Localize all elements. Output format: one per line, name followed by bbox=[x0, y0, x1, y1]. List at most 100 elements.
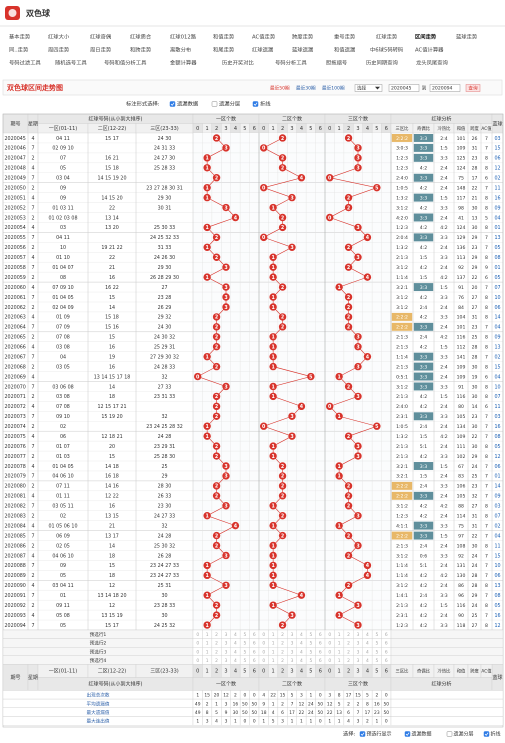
weekday: 4 bbox=[31, 345, 34, 351]
option-text[interactable]: 折线 bbox=[260, 100, 271, 108]
option-text[interactable]: 遗漏数据 bbox=[412, 731, 432, 738]
checkbox[interactable] bbox=[169, 101, 176, 107]
analysis-value: 3:3 bbox=[440, 255, 447, 261]
nav-link[interactable]: 区间走势 bbox=[415, 33, 437, 41]
nav-link[interactable]: AC值走势 bbox=[252, 33, 276, 41]
stats-value: 3 bbox=[225, 719, 228, 725]
nav-link[interactable]: 离散分布 bbox=[170, 46, 191, 54]
nav-link[interactable]: 中6球5码转码 bbox=[370, 46, 403, 54]
from-input[interactable] bbox=[388, 84, 420, 92]
blue-number: 03 bbox=[494, 414, 500, 420]
analysis-value: 2:4 bbox=[420, 484, 427, 490]
count-col-header: 2 bbox=[281, 669, 284, 675]
count-col-header: 5 bbox=[375, 669, 378, 675]
count-ball bbox=[203, 511, 211, 520]
checkbox[interactable] bbox=[252, 101, 259, 107]
checkbox[interactable] bbox=[446, 731, 453, 737]
nav-link[interactable]: 历史同期查询 bbox=[366, 59, 398, 67]
count-ball bbox=[269, 362, 277, 371]
nav-link[interactable]: 跨度走势 bbox=[292, 33, 314, 41]
analysis-value: 25 bbox=[472, 474, 478, 480]
nav-link[interactable]: 重号走势 bbox=[334, 33, 356, 41]
nav-link[interactable]: 蓝球走势 bbox=[456, 33, 478, 41]
analysis-value: 3:3 bbox=[420, 195, 427, 201]
count-ball bbox=[222, 283, 230, 291]
option-text[interactable]: 遗漏分层 bbox=[454, 731, 474, 738]
nav-link[interactable]: 周四走势 bbox=[48, 46, 70, 54]
nav-link[interactable]: 红球遗漏 bbox=[252, 46, 273, 54]
to-input[interactable] bbox=[429, 84, 461, 92]
analysis-header: 红球分析 bbox=[431, 116, 451, 123]
issue-header: 期号 bbox=[10, 675, 20, 681]
quick-link[interactable]: 最近50期 bbox=[270, 85, 290, 92]
nav-link[interactable]: 随机选号工具 bbox=[55, 59, 87, 67]
nav-link[interactable]: 号码过滤工具 bbox=[9, 59, 41, 67]
nav-link[interactable]: 红球大小 bbox=[48, 33, 70, 41]
nav-link[interactable]: 基本走势 bbox=[9, 33, 31, 41]
analysis-value: 8 bbox=[485, 295, 488, 301]
nav-link[interactable]: 和尾走势 bbox=[213, 46, 235, 54]
nav-link[interactable]: 龙头凤尾查询 bbox=[416, 59, 448, 67]
nav-link[interactable]: 历史开奖对比 bbox=[222, 59, 254, 67]
checkbox[interactable] bbox=[359, 731, 366, 737]
checkbox[interactable] bbox=[404, 731, 411, 737]
select[interactable] bbox=[354, 84, 383, 92]
select-text: 选择 bbox=[357, 85, 367, 92]
checkbox[interactable] bbox=[211, 101, 218, 107]
count-value: 2 bbox=[215, 315, 218, 321]
analysis-value: 1:3:2 bbox=[396, 195, 408, 201]
count-value: 2 bbox=[347, 295, 350, 301]
option-text[interactable]: 预选行显示 bbox=[367, 731, 392, 738]
nav-link[interactable]: 和值遗漏 bbox=[334, 46, 355, 54]
analysis-value: 23 bbox=[472, 245, 478, 251]
count-ball bbox=[269, 263, 277, 271]
stats-value: 17 bbox=[346, 693, 352, 699]
nav-link[interactable]: 号码分析工具 bbox=[275, 59, 307, 67]
query-button[interactable] bbox=[465, 84, 481, 92]
analysis-value: 2:2:2 bbox=[396, 494, 408, 500]
analysis-value: 2:2:2 bbox=[396, 325, 408, 331]
analysis-value: 1:5 bbox=[440, 394, 447, 400]
analysis-value: 23 bbox=[472, 325, 478, 331]
count-value: 4 bbox=[300, 404, 304, 410]
nav-link[interactable]: 红球奇偶 bbox=[90, 33, 111, 41]
analysis-value: 31 bbox=[472, 315, 478, 321]
nav-link[interactable]: AC值计算器 bbox=[415, 46, 444, 54]
checkbox[interactable] bbox=[483, 731, 490, 737]
option-text[interactable]: 遗漏数据 bbox=[177, 100, 199, 108]
red-numbers: 15 bbox=[109, 295, 115, 301]
analysis-col-header: 和值 bbox=[457, 125, 466, 132]
nav-link[interactable]: 号码和值分析工具 bbox=[104, 59, 147, 67]
nav-link[interactable]: 红球012路 bbox=[170, 33, 197, 41]
nav-link[interactable]: 红球走势 bbox=[376, 33, 398, 41]
stats-value: 0 bbox=[319, 719, 322, 725]
nav-link[interactable]: 胆拖缩号 bbox=[326, 59, 347, 67]
blue-number: 14 bbox=[494, 315, 500, 321]
option-text[interactable]: 折线 bbox=[491, 731, 501, 738]
blue-number: 16 bbox=[494, 613, 500, 619]
red-numbers: 05 bbox=[60, 573, 66, 579]
quick-link[interactable]: 最近100期 bbox=[322, 85, 345, 92]
analysis-value: 75 bbox=[458, 176, 464, 182]
analysis-value: 29 bbox=[472, 454, 478, 460]
count-value: 3 bbox=[224, 384, 227, 390]
highlight bbox=[413, 521, 434, 530]
nav-link[interactable]: 红球质合 bbox=[130, 33, 152, 41]
red-numbers: 02 09 10 bbox=[52, 146, 73, 152]
nav-link[interactable]: 同..走势 bbox=[9, 46, 29, 54]
analysis-value: 1:5 bbox=[440, 345, 447, 351]
nav-link[interactable]: 蓝球遗漏 bbox=[292, 46, 313, 54]
nav-link[interactable]: 金额计算器 bbox=[170, 59, 197, 67]
analysis-value: 30 bbox=[472, 444, 478, 450]
red-numbers: 24 28 bbox=[158, 533, 172, 539]
analysis-value: 1:2:3 bbox=[396, 513, 408, 519]
nav-link[interactable]: 和跨走势 bbox=[130, 46, 152, 54]
nav-link[interactable]: 周日走势 bbox=[90, 46, 112, 54]
red-numbers: 03 05 11 bbox=[52, 504, 73, 510]
nav-link[interactable]: 和值走势 bbox=[213, 33, 235, 41]
preselect-digit: 6 bbox=[385, 632, 388, 638]
option-text[interactable]: 遗漏分层 bbox=[219, 100, 240, 108]
red-numbers: 23 29 31 bbox=[154, 444, 175, 450]
quick-link[interactable]: 最近30期 bbox=[296, 85, 316, 92]
issue: 2020052 bbox=[5, 205, 26, 211]
